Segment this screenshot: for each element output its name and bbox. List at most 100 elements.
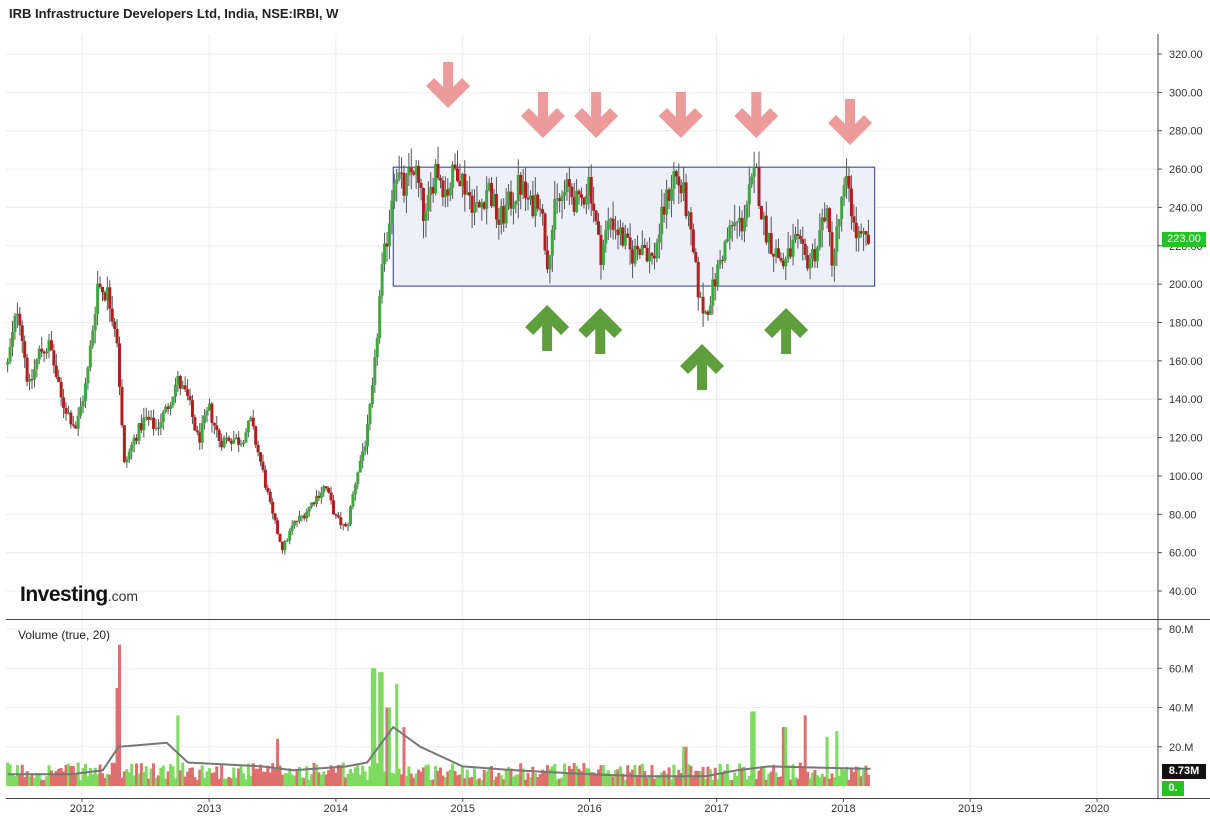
volume-bar <box>161 765 165 786</box>
candle-body <box>120 386 124 426</box>
volume-bar <box>507 766 511 786</box>
candle-body <box>740 217 744 232</box>
candle-body <box>779 257 783 261</box>
volume-bar <box>361 765 365 786</box>
volume-bar <box>747 775 751 786</box>
volume-bar <box>614 770 618 786</box>
candle-body <box>47 340 51 352</box>
volume-bar <box>181 762 185 786</box>
candle-body <box>334 514 338 516</box>
volume-bar <box>414 773 418 786</box>
volume-bar <box>244 779 248 786</box>
candle-body <box>857 231 861 239</box>
resistance-arrow-down-icon <box>520 92 565 138</box>
volume-bar <box>297 767 301 786</box>
investing-logo: Investing.com <box>20 583 138 607</box>
candle-body <box>806 254 810 269</box>
candle-body <box>536 194 540 209</box>
candle-body <box>288 530 292 541</box>
volume-bar <box>186 771 190 786</box>
candle-body <box>178 375 182 389</box>
volume-bar <box>499 775 503 786</box>
volume-bar <box>516 774 520 786</box>
volume-bar <box>716 779 720 786</box>
candle-body <box>463 173 467 195</box>
volume-bar <box>105 773 109 786</box>
candle-body <box>545 250 549 270</box>
volume-bar <box>356 765 360 786</box>
candle-body <box>533 194 537 217</box>
candle-body <box>575 190 579 212</box>
candle-body <box>742 218 746 232</box>
candle-body <box>169 405 173 409</box>
candle-body <box>825 208 829 222</box>
volume-bar <box>110 762 114 786</box>
time-tick-label: 2013 <box>197 803 221 815</box>
volume-bar <box>251 763 255 786</box>
volume-bar <box>750 711 754 786</box>
candle-body <box>460 173 464 187</box>
candle-body <box>319 492 323 499</box>
candle-body <box>565 179 569 193</box>
candle-body <box>482 202 486 209</box>
volume-bar <box>832 777 836 786</box>
candle-body <box>278 533 282 542</box>
volume-bar <box>28 776 32 786</box>
candle-body <box>220 440 224 448</box>
volume-bar <box>249 776 253 786</box>
candle-body <box>801 239 805 244</box>
volume-bar <box>387 707 391 786</box>
volume-bar <box>234 777 238 786</box>
volume-bar <box>400 774 404 786</box>
axis-layer: 320.00300.00280.00260.00240.00220.00200.… <box>6 34 1210 815</box>
volume-bar <box>295 771 299 786</box>
candle-body <box>609 218 613 222</box>
range-layer <box>392 166 876 287</box>
volume-bar <box>115 687 119 786</box>
volume-bar <box>74 774 78 786</box>
volume-bar <box>37 773 41 786</box>
volume-bar <box>127 772 131 786</box>
candle-body <box>572 197 576 212</box>
volume-bar <box>684 746 688 786</box>
candle-body <box>548 255 552 270</box>
volume-bar <box>721 771 725 786</box>
candle-body <box>587 177 591 196</box>
candle-body <box>774 248 778 257</box>
candle-body <box>582 197 586 205</box>
candle-body <box>344 523 348 527</box>
volume-bar <box>217 779 221 786</box>
candle-body <box>589 177 593 204</box>
volume-bar <box>733 772 737 786</box>
candle-body <box>366 423 370 447</box>
candle-body <box>368 404 372 424</box>
volume-bar <box>385 707 389 786</box>
candle-body <box>407 167 411 176</box>
volume-bar <box>30 774 34 786</box>
volume-bar <box>623 780 627 786</box>
candle-body <box>234 437 238 440</box>
candle-body <box>606 221 610 230</box>
volume-bar <box>616 769 620 786</box>
price-tick-label: 240.00 <box>1169 202 1203 214</box>
candle-body <box>314 495 318 505</box>
volume-bar <box>93 767 97 786</box>
volume-bar <box>446 771 450 786</box>
candle-body <box>297 515 301 522</box>
candle-body <box>412 171 416 175</box>
volume-bar <box>426 764 430 786</box>
volume-bar <box>103 777 107 786</box>
volume-bar <box>597 769 601 786</box>
candle-body <box>823 217 827 222</box>
volume-bar <box>443 777 447 786</box>
volume-bar <box>604 772 608 786</box>
volume-bar <box>521 768 525 786</box>
volume-bar <box>6 762 10 786</box>
volume-bar <box>125 769 129 786</box>
candle-body <box>441 180 445 198</box>
candle-body <box>767 233 771 243</box>
volume-bar <box>164 778 168 786</box>
volume-bar <box>745 779 749 786</box>
candle-body <box>562 192 566 196</box>
candle-body <box>628 237 632 250</box>
